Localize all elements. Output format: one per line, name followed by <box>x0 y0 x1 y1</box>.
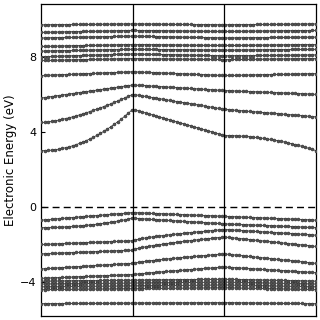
Y-axis label: Electronic Energy (eV): Electronic Energy (eV) <box>4 94 17 226</box>
